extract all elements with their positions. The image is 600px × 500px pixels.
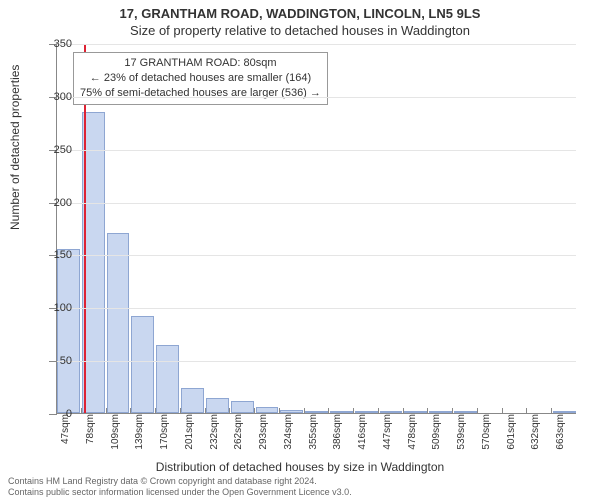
bar — [231, 401, 254, 413]
annotation-line-2: ← 23% of detached houses are smaller (16… — [80, 71, 321, 86]
x-tick-label: 355sqm — [308, 414, 319, 450]
plot-area: 17 GRANTHAM ROAD: 80sqm ← 23% of detache… — [56, 44, 576, 414]
gridline — [57, 308, 576, 309]
x-tick-label: 262sqm — [233, 414, 244, 450]
bar — [280, 410, 303, 413]
x-tick — [254, 408, 255, 414]
gridline — [57, 150, 576, 151]
bar — [454, 411, 477, 413]
footer-line-2: Contains public sector information licen… — [8, 487, 352, 498]
bar — [429, 411, 452, 413]
y-tick-label: 250 — [42, 144, 72, 156]
x-tick — [551, 408, 552, 414]
x-tick — [304, 408, 305, 414]
x-tick — [205, 408, 206, 414]
x-tick — [328, 408, 329, 414]
x-tick-label: 447sqm — [382, 414, 393, 450]
x-tick-label: 170sqm — [159, 414, 170, 450]
x-tick-label: 293sqm — [258, 414, 269, 450]
y-tick-label: 150 — [42, 249, 72, 261]
x-tick-label: 416sqm — [357, 414, 368, 450]
x-tick — [229, 408, 230, 414]
x-tick-label: 78sqm — [85, 414, 96, 444]
x-tick — [452, 408, 453, 414]
y-tick-label: 0 — [42, 408, 72, 420]
x-tick-label: 601sqm — [506, 414, 517, 450]
x-tick — [180, 408, 181, 414]
gridline — [57, 97, 576, 98]
title-main: 17, GRANTHAM ROAD, WADDINGTON, LINCOLN, … — [0, 6, 600, 21]
bar — [256, 407, 279, 413]
x-tick-label: 539sqm — [456, 414, 467, 450]
footer: Contains HM Land Registry data © Crown c… — [8, 476, 352, 499]
bar — [156, 345, 179, 413]
x-tick-label: 632sqm — [530, 414, 541, 450]
bar — [57, 249, 80, 413]
y-tick-label: 100 — [42, 302, 72, 314]
x-tick-label: 478sqm — [407, 414, 418, 450]
bar — [330, 411, 353, 413]
bar — [181, 388, 204, 413]
gridline — [57, 203, 576, 204]
x-tick-label: 139sqm — [134, 414, 145, 450]
bar — [305, 411, 328, 413]
x-tick — [403, 408, 404, 414]
bar — [553, 411, 576, 413]
x-tick — [106, 408, 107, 414]
y-tick-label: 350 — [42, 38, 72, 50]
x-tick — [502, 408, 503, 414]
x-tick — [130, 408, 131, 414]
title-sub: Size of property relative to detached ho… — [0, 23, 600, 38]
title-block: 17, GRANTHAM ROAD, WADDINGTON, LINCOLN, … — [0, 0, 600, 38]
x-tick-label: 232sqm — [209, 414, 220, 450]
y-tick-label: 300 — [42, 91, 72, 103]
x-tick-label: 386sqm — [332, 414, 343, 450]
x-tick-label: 570sqm — [481, 414, 492, 450]
y-axis-label: Number of detached properties — [8, 65, 22, 230]
footer-line-1: Contains HM Land Registry data © Crown c… — [8, 476, 352, 487]
annotation-line-1: 17 GRANTHAM ROAD: 80sqm — [80, 56, 321, 71]
gridline — [57, 361, 576, 362]
x-tick-label: 201sqm — [184, 414, 195, 450]
y-tick-label: 200 — [42, 197, 72, 209]
bar — [107, 233, 130, 413]
bar — [355, 411, 378, 413]
x-tick — [477, 408, 478, 414]
x-tick-label: 109sqm — [110, 414, 121, 450]
bar — [131, 316, 154, 413]
x-tick-label: 663sqm — [555, 414, 566, 450]
x-tick-label: 324sqm — [283, 414, 294, 450]
gridline — [57, 44, 576, 45]
x-axis-label: Distribution of detached houses by size … — [0, 460, 600, 474]
x-tick-label: 509sqm — [431, 414, 442, 450]
bar — [206, 398, 229, 413]
bar — [404, 411, 427, 413]
x-tick — [279, 408, 280, 414]
x-tick — [526, 408, 527, 414]
x-tick — [155, 408, 156, 414]
annotation-line-3: 75% of semi-detached houses are larger (… — [80, 86, 321, 101]
chart: 17 GRANTHAM ROAD: 80sqm ← 23% of detache… — [56, 44, 576, 414]
gridline — [57, 255, 576, 256]
x-tick — [81, 408, 82, 414]
x-tick — [427, 408, 428, 414]
y-tick-label: 50 — [42, 355, 72, 367]
bar — [380, 411, 403, 413]
x-tick — [353, 408, 354, 414]
x-tick — [378, 408, 379, 414]
